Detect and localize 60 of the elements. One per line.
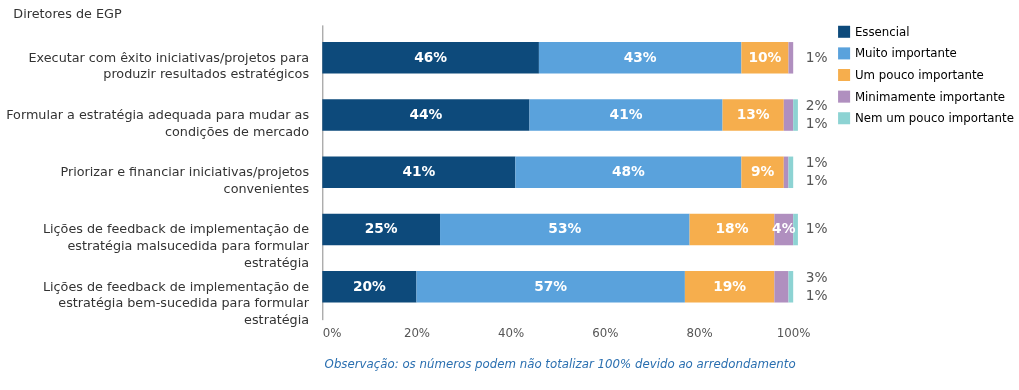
data-label: 2% [805, 97, 828, 114]
data-label: 41% [609, 105, 643, 122]
bar [538, 42, 742, 74]
x-tick-label: 60% [592, 325, 619, 340]
data-label: 46% [414, 48, 448, 65]
data-label: 18% [715, 220, 749, 237]
text: Diretores de EGP [13, 6, 122, 22]
data-label: 19% [713, 277, 747, 294]
bar [322, 271, 417, 303]
x-tick-label: 20% [403, 325, 431, 340]
bar [684, 271, 775, 303]
x-tick-label: 0% [322, 325, 342, 340]
legend-label: Nem um pouco importante [854, 111, 1014, 126]
y-tick-label: Executar com êxito iniciativas/projetos para produzir resultados estratégicos [28, 49, 310, 82]
data-label: 20% [352, 277, 387, 294]
data-label: 1% [805, 220, 828, 237]
bar [793, 99, 798, 131]
data-label: 1% [805, 48, 828, 65]
bar [722, 99, 784, 131]
data-label: 1% [805, 172, 828, 189]
x-tick-label: 80% [686, 325, 713, 340]
data-label: 57% [534, 277, 568, 294]
y-tick-label: Priorizar e financiar iniciativas/projetos convenientes [60, 164, 310, 196]
legend-label: Um pouco importante [854, 67, 984, 82]
data-label: 1% [805, 154, 828, 171]
bar [788, 156, 794, 189]
bar [529, 99, 723, 131]
data-label: 1% [805, 286, 828, 303]
data-label: 1% [805, 114, 828, 131]
bar [788, 271, 794, 303]
data-label: 44% [409, 105, 443, 122]
y-tick-label: Lições de feedback de implementação de estratégia malsucedida para formular estratégia [42, 221, 310, 270]
data-label: 10% [748, 48, 782, 65]
bar [788, 42, 794, 74]
bar [322, 156, 516, 189]
data-label: 53% [548, 220, 582, 237]
bar [793, 213, 798, 246]
x-tick-label: 100% [776, 325, 811, 340]
legend-label: Minimamente importante [854, 89, 1006, 104]
y-tick-label: Lições de feedback de implementação de estratégia bem-sucedida para formular estratégia [42, 278, 310, 328]
x-tick-label: 40% [498, 325, 525, 340]
y-tick-label: Formular a estratégia adequada para mudar as condições de mercado [6, 106, 310, 139]
legend-label: Essencial [854, 24, 910, 39]
data-label: 48% [611, 163, 646, 180]
bar [783, 99, 794, 131]
bar [322, 99, 530, 131]
text: Observação: os números podem não totalizar 100% devido ao arredondamento [324, 356, 796, 371]
bar [515, 156, 742, 189]
data-label: 3% [805, 268, 828, 285]
data-label: 41% [402, 163, 436, 180]
bar [322, 213, 441, 246]
bar [416, 271, 685, 303]
data-label: 25% [364, 220, 398, 237]
bar [440, 213, 690, 246]
bar [774, 271, 789, 303]
data-label: 9% [750, 163, 775, 180]
data-label: 43% [623, 48, 657, 65]
data-label: 13% [736, 105, 770, 122]
bar [322, 42, 539, 74]
legend-label: Muito importante [854, 46, 957, 61]
